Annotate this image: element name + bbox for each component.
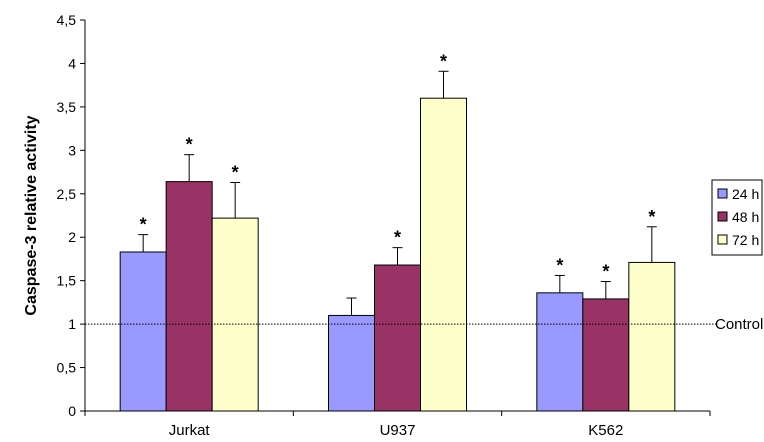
significance-marker: * [602, 262, 609, 282]
bars: * * * * * * * * [119, 51, 676, 412]
significance-marker: * [186, 135, 193, 155]
x-category-label: U937 [380, 422, 416, 439]
legend-label: 72 h [732, 232, 759, 248]
y-tick-label: 4 [68, 55, 76, 71]
bar [328, 314, 375, 412]
legend-label: 48 h [732, 209, 759, 225]
legend-label: 24 h [732, 186, 759, 202]
significance-marker: * [556, 255, 563, 275]
bar [536, 292, 584, 412]
legend-swatch [717, 211, 728, 222]
significance-marker: * [394, 228, 401, 248]
control-label: Control [715, 316, 763, 333]
bar [119, 251, 167, 412]
significance-marker: * [648, 207, 655, 227]
legend-swatch [717, 234, 728, 245]
y-tick-label: 0 [68, 403, 76, 419]
legend-swatch [717, 188, 728, 199]
bar [628, 261, 676, 412]
y-tick-label: 3 [68, 142, 76, 158]
significance-marker: * [140, 215, 147, 235]
x-category-label: K562 [588, 422, 623, 439]
y-tick-label: 1 [68, 316, 76, 332]
legend: 24 h 48 h 72 h [711, 179, 763, 256]
significance-marker: * [232, 162, 239, 182]
y-tick-label: 4,5 [57, 12, 77, 28]
y-axis-label: Caspase-3 relative activity [23, 115, 40, 315]
x-axis-categories: Jurkat U937 K562 [84, 411, 711, 439]
bar [374, 264, 421, 412]
y-tick-label: 1,5 [57, 273, 77, 289]
y-tick-label: 3,5 [57, 99, 77, 115]
x-category-label: Jurkat [169, 422, 211, 439]
y-tick-label: 2,5 [57, 186, 77, 202]
y-tick-label: 0,5 [57, 360, 77, 376]
significance-marker: * [440, 51, 447, 71]
y-axis-ticks: 0 0,5 1 1,5 2 2,5 3 3,5 4 4,5 [57, 12, 85, 419]
bar [211, 217, 259, 412]
bar [165, 181, 213, 412]
y-tick-label: 2 [68, 229, 76, 245]
bar [420, 97, 467, 412]
bar [582, 298, 630, 412]
